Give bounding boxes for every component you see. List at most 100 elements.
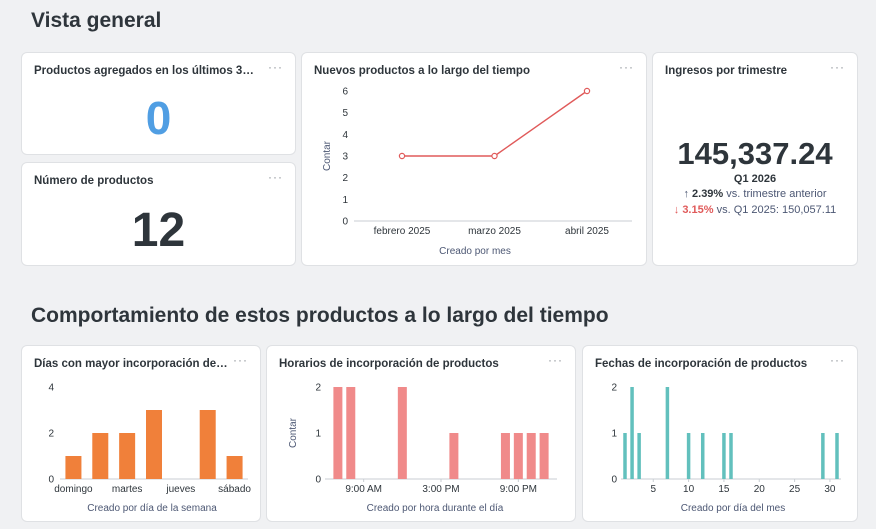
previous-quarter-comparison: ↑ 2.39% vs. trimestre anterior xyxy=(653,188,857,200)
card-menu-button[interactable]: ··· xyxy=(233,353,248,367)
card-title: Productos agregados en los últimos 30 dí… xyxy=(34,65,259,77)
data-point xyxy=(398,152,406,160)
x-tick-label: marzo 2025 xyxy=(468,226,521,237)
y-tick-label: 0 xyxy=(611,475,617,486)
bar-hour-7 xyxy=(333,387,343,479)
y-tick-label: 3 xyxy=(342,152,348,163)
x-tick-label: martes xyxy=(112,484,143,495)
x-tick-label: 20 xyxy=(754,484,766,495)
x-tick-label: 9:00 AM xyxy=(345,484,382,495)
hour-bar-chart: 0 1 2 9:00 AM 3:00 PM 9:00 PM Creado por hora … xyxy=(288,383,557,514)
added-count-value: 0 xyxy=(145,92,172,144)
dates-card[interactable]: Fechas de incorporación de productos ···… xyxy=(582,345,858,522)
revenue-by-quarter-card[interactable]: Ingresos por trimestre ··· 145,337.24 Q1… xyxy=(652,52,858,266)
card-title: Número de productos xyxy=(34,175,154,187)
x-axis-label: Creado por hora durante el día xyxy=(367,503,504,514)
x-tick-label: 3:00 PM xyxy=(422,484,459,495)
bar-hour-23 xyxy=(539,433,549,479)
bar-hour-20 xyxy=(500,433,510,479)
bar-day-3 xyxy=(637,433,641,479)
y-tick-label: 0 xyxy=(342,217,348,228)
x-tick-label: domingo xyxy=(54,484,93,495)
y-tick-label: 4 xyxy=(342,130,348,141)
year-over-year-comparison: ↓ 3.15% vs. Q1 2025: 150,057.11 xyxy=(653,204,857,216)
card-menu-button[interactable]: ··· xyxy=(268,170,283,184)
line-chart: 0 1 2 3 4 5 6 febrero 2025 marzo 2025 abril 2025 C… xyxy=(322,87,632,257)
bar-sábado xyxy=(226,456,243,479)
bar-day-7 xyxy=(665,387,670,479)
card-menu-button[interactable]: ··· xyxy=(268,60,283,74)
card-title: Ingresos por trimestre xyxy=(665,65,788,77)
bar-hour-16 xyxy=(449,433,459,479)
y-tick-label: 0 xyxy=(315,475,321,486)
card-menu-button[interactable]: ··· xyxy=(830,60,845,74)
bar-hour-21 xyxy=(513,433,523,479)
new-products-over-time-card[interactable]: Nuevos productos a lo largo del tiempo ·… xyxy=(301,52,647,266)
revenue-period: Q1 2026 xyxy=(733,173,777,185)
y-axis-label: Contar xyxy=(322,140,333,171)
bar-day-16 xyxy=(729,433,733,479)
bar-domingo xyxy=(65,456,82,479)
y-tick-label: 0 xyxy=(48,475,54,486)
bar-hour-22 xyxy=(526,433,536,479)
x-axis-label: Creado por día de la semana xyxy=(87,503,217,514)
revenue-value: 145,337.24 xyxy=(677,136,833,171)
x-tick-label: 5 xyxy=(650,484,656,495)
x-tick-label: 10 xyxy=(683,484,695,495)
hours-card[interactable]: Horarios de incorporación de productos ·… xyxy=(266,345,576,522)
bar-day-12 xyxy=(700,433,705,479)
top-days-card[interactable]: Días con mayor incorporación de prod… ··… xyxy=(21,345,261,522)
x-tick-label: febrero 2025 xyxy=(374,226,431,237)
year-over-year-text: vs. Q1 2025: 150,057.11 xyxy=(716,204,837,216)
card-menu-button[interactable]: ··· xyxy=(619,60,634,74)
bar-day-1 xyxy=(623,433,627,479)
y-tick-label: 2 xyxy=(315,383,321,394)
arrow-down-icon: ↓ xyxy=(673,204,680,216)
y-tick-label: 2 xyxy=(342,173,348,184)
x-tick-label: 25 xyxy=(789,484,801,495)
y-tick-label: 2 xyxy=(611,383,617,394)
product-count-value: 12 xyxy=(131,204,186,257)
behavior-heading: Comportamiento de estos productos a lo l… xyxy=(31,304,609,327)
y-tick-label: 6 xyxy=(342,87,348,98)
x-axis-label: Creado por día del mes xyxy=(681,503,786,514)
previous-quarter-text: vs. trimestre anterior xyxy=(726,188,827,200)
x-tick-label: 9:00 PM xyxy=(500,484,537,495)
y-tick-label: 1 xyxy=(342,195,348,206)
previous-quarter-pct: 2.39% xyxy=(692,188,724,200)
x-tick-label: sábado xyxy=(218,484,251,495)
y-tick-label: 1 xyxy=(611,429,617,440)
product-count-card[interactable]: Número de productos ··· 12 xyxy=(21,162,296,266)
overview-heading: Vista general xyxy=(31,9,162,32)
bar-day-29 xyxy=(821,433,825,479)
bar-day-10 xyxy=(686,433,691,479)
bar-viernes xyxy=(199,410,216,479)
x-tick-label: jueves xyxy=(165,484,195,495)
y-tick-label: 2 xyxy=(48,429,54,440)
x-tick-label: 30 xyxy=(824,484,836,495)
data-point xyxy=(491,152,498,160)
x-tick-label: 15 xyxy=(718,484,730,495)
bar-hour-8 xyxy=(346,387,356,479)
bar-day-31 xyxy=(835,433,839,479)
bar-lunes xyxy=(92,433,109,479)
arrow-up-icon: ↑ xyxy=(683,188,689,200)
card-menu-button[interactable]: ··· xyxy=(830,353,845,367)
y-axis-label: Contar xyxy=(288,417,299,448)
bar-martes xyxy=(119,433,136,479)
year-over-year-pct: 3.15% xyxy=(682,204,714,216)
y-tick-label: 5 xyxy=(342,108,348,119)
y-tick-label: 4 xyxy=(48,383,54,394)
bar-hour-12 xyxy=(397,387,407,479)
data-point xyxy=(583,87,591,95)
x-tick-label: abril 2025 xyxy=(565,226,609,237)
bar-day-15 xyxy=(722,433,726,479)
bar-miércoles xyxy=(146,410,162,479)
bar-day-2 xyxy=(630,387,634,479)
series-line xyxy=(402,90,588,157)
x-axis-label: Creado por mes xyxy=(439,246,511,257)
card-menu-button[interactable]: ··· xyxy=(548,353,563,367)
y-tick-label: 1 xyxy=(315,429,321,440)
added-last-30-days-card[interactable]: Productos agregados en los últimos 30 dí… xyxy=(21,52,296,155)
